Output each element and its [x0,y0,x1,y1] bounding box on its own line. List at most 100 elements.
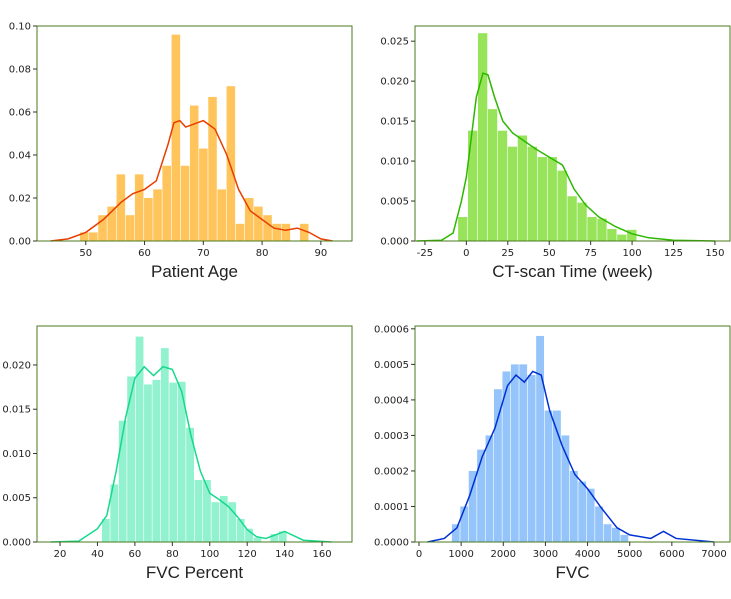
x-tick-label: 125 [664,248,683,259]
x-axis-label: CT-scan Time (week) [492,262,653,281]
hist-bar [211,502,220,542]
y-tick-label: 0.10 [9,22,31,33]
hist-bar [603,524,612,542]
hist-bar [458,217,468,241]
y-tick-label: 0.005 [380,197,409,208]
x-tick-label: 100 [623,248,642,259]
hist-bar [567,196,577,241]
y-tick-label: 0.0005 [374,360,409,371]
hist-bar [79,232,89,241]
x-tick-label: 2000 [491,549,516,560]
hist-bar [144,384,152,542]
hist-bar [519,364,528,542]
hist-bar [553,410,561,542]
x-tick-label: 7000 [701,549,726,560]
y-tick-label: 0.04 [9,151,31,162]
axes-frame [36,325,353,543]
x-tick-label: 140 [275,549,294,560]
hist-bar [194,480,203,542]
x-tick-label: 50 [543,248,556,259]
y-tick-label: 0.06 [9,108,31,119]
hist-bar [485,435,494,542]
hist-bar [477,33,488,241]
hist-bar [561,435,570,542]
hist-bar [527,375,536,542]
hist-bar [510,364,519,542]
hist-bar [577,202,587,241]
hist-bar [235,223,245,241]
hist-bar [89,232,98,241]
y-tick-label: 0.020 [2,360,31,371]
x-tick-label: 160 [313,549,332,560]
y-tick-label: 0.015 [2,405,31,416]
x-tick-label: 80 [166,549,179,560]
hist-bar [536,335,544,542]
x-tick-label: 100 [200,549,219,560]
hist-bar [607,229,617,241]
hist-bar [236,518,245,542]
hist-bar [171,34,181,241]
y-tick-label: 0.025 [380,37,409,48]
x-tick-label: 1000 [448,549,473,560]
hist-bar [180,165,190,241]
hist-bar [578,481,587,542]
hist-bar [217,189,226,241]
y-tick-label: 0.02 [9,194,31,205]
y-tick-label: 0.0000 [374,538,409,549]
hist-bar [460,506,469,542]
x-axis-label: FVC [556,563,590,582]
x-tick-label: 90 [314,248,327,259]
x-tick-label: 20 [54,549,67,560]
kde-line [416,72,715,242]
x-tick-label: 150 [705,248,724,259]
hist-bar [208,96,217,241]
x-tick-label: 120 [238,549,257,560]
hist-bar [586,488,595,542]
hist-bar [245,528,253,542]
y-tick-label: 0.015 [380,117,409,128]
hist-bar [627,229,637,241]
y-tick-label: 0.000 [2,538,31,549]
hist-bar [162,165,171,241]
x-tick-label: -25 [417,248,433,259]
hist-bar [468,470,477,542]
y-tick-label: 0.0003 [374,431,409,442]
hist-bar [228,502,237,542]
hist-bar [160,348,169,542]
hist-bar [153,189,162,241]
hist-bar [468,130,478,241]
hist-bar [544,410,553,542]
x-tick-label: 70 [197,248,210,259]
hist-bar [254,206,263,241]
hist-bar [547,157,557,241]
hist-bar [116,174,126,241]
y-tick-label: 0.010 [380,157,409,168]
x-axis-label: FVC Percent [146,563,244,582]
hist-bar [281,223,291,241]
hist-bar [107,206,116,241]
hist-bar [497,130,508,241]
y-tick-label: 0.0002 [374,466,409,477]
x-tick-label: 50 [79,248,92,259]
hist-bar [169,382,178,542]
x-tick-label: 60 [138,248,151,259]
hist-bar [502,371,511,542]
axes-frame [36,25,353,242]
hist-bar [186,427,194,542]
hist-bar [587,217,597,241]
hist-bar [620,534,629,542]
y-tick-label: 0.0006 [374,324,409,335]
hist-bar [270,534,279,542]
x-tick-label: 80 [256,248,269,259]
x-tick-label: 6000 [659,549,684,560]
hist-bar [612,527,620,542]
y-tick-label: 0.08 [9,65,31,76]
hist-bar [299,223,309,241]
hist-bar [487,109,498,241]
x-tick-label: 40 [91,549,104,560]
hist-bar [253,537,262,542]
hist-bar [199,148,208,241]
x-tick-label: 75 [584,248,597,259]
hist-bar [537,157,547,241]
x-tick-label: 60 [129,549,142,560]
